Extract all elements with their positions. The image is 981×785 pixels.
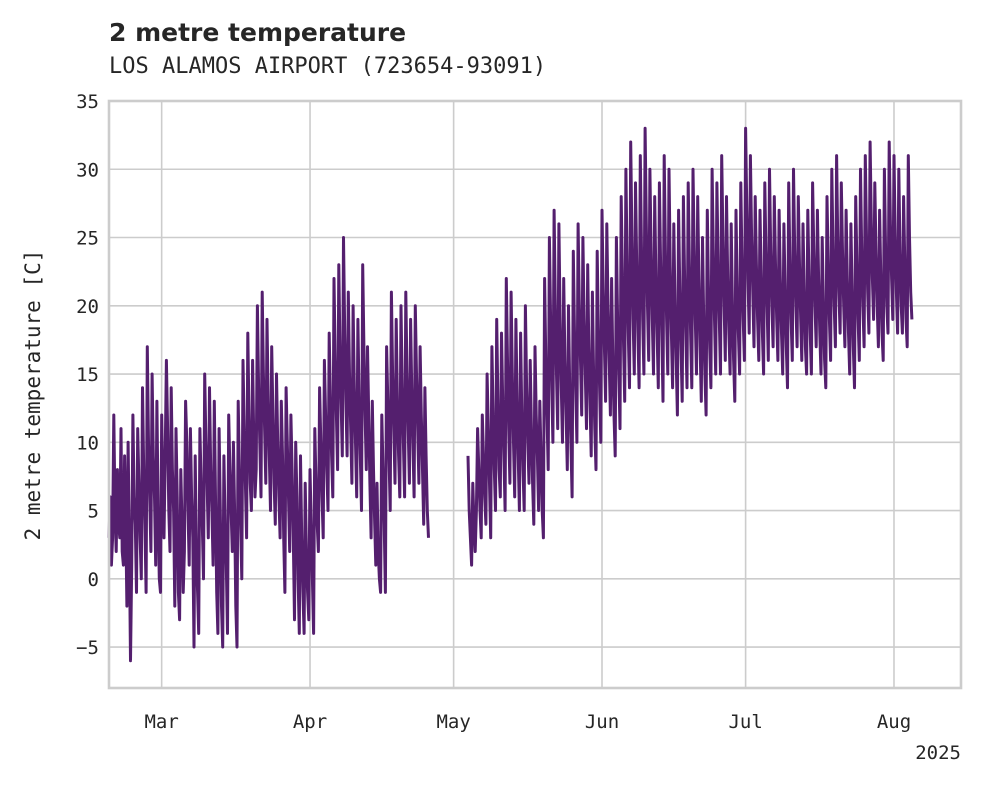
axes-frame <box>107 99 963 690</box>
chart-subtitle: LOS ALAMOS AIRPORT (723654-93091) <box>109 54 546 79</box>
y-tick-label: 5 <box>88 501 99 523</box>
y-tick-label: 25 <box>76 228 99 250</box>
chart-title: 2 metre temperature <box>109 18 406 47</box>
y-tick-label: −5 <box>76 637 99 659</box>
x-tick-label: Jun <box>585 711 619 733</box>
plot-area <box>107 126 914 663</box>
series-line <box>107 236 430 663</box>
y-tick-label: 30 <box>76 159 99 181</box>
x-tick-label: Apr <box>293 711 327 733</box>
y-tick-label: 20 <box>76 296 99 318</box>
y-tick-label: 15 <box>76 364 99 386</box>
y-tick-labels: −5 0 5 10 15 20 25 30 35 <box>76 91 99 659</box>
x-tick-label: Aug <box>877 711 911 733</box>
y-tick-label: 10 <box>76 432 99 454</box>
y-tick-label: 35 <box>76 91 99 113</box>
series-line <box>466 126 914 567</box>
x-tick-labels: Mar Apr May Jun Jul Aug <box>144 711 911 733</box>
year-label: 2025 <box>915 742 961 764</box>
x-tick-label: May <box>436 711 470 733</box>
x-tick-label: Jul <box>728 711 762 733</box>
x-tick-label: Mar <box>144 711 178 733</box>
y-axis-label: 2 metre temperature [C] <box>21 250 45 541</box>
y-tick-label: 0 <box>88 569 99 591</box>
